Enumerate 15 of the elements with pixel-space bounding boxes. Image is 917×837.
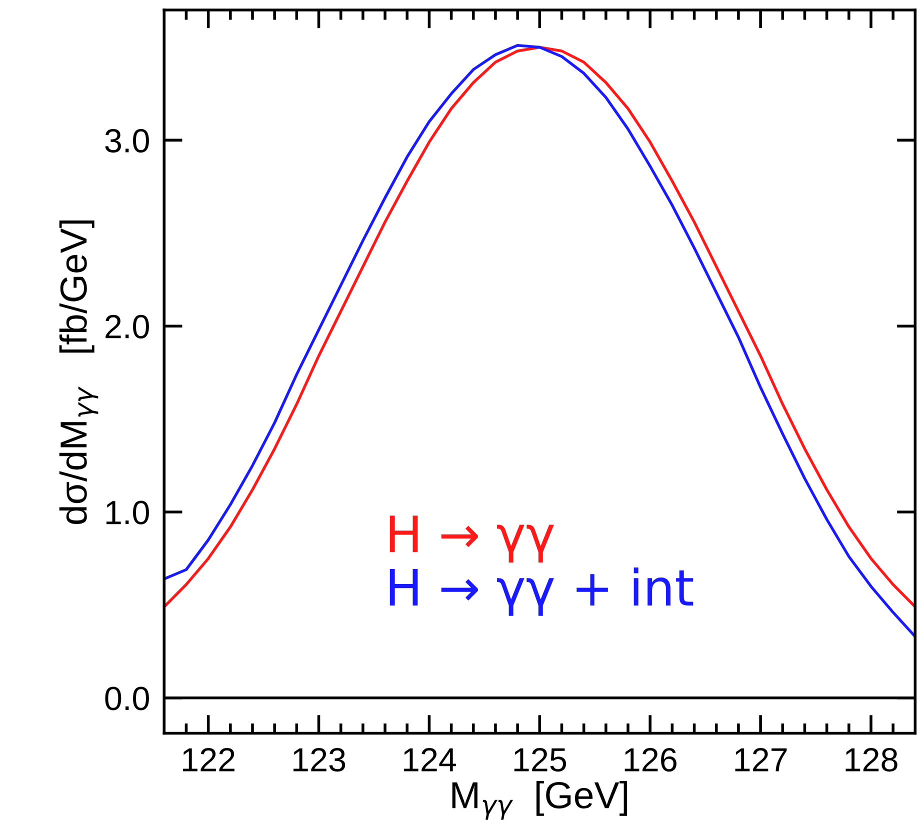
text: H → γγ <box>390 516 554 563</box>
x-tick-label: 126 <box>624 748 676 772</box>
text: dσ/dM$_{γγ}$ [fb/GeV] <box>59 220 98 524</box>
x-tick-label: 122 <box>183 748 234 772</box>
y-tick-label: 0.0 <box>105 686 149 710</box>
x-tick-label: 125 <box>514 748 566 772</box>
y-tick-label: 3.0 <box>105 128 149 153</box>
y-tick-label: 2.0 <box>106 314 149 338</box>
x-axis-title: M$_{γγ}$ [GeV] <box>452 780 628 820</box>
x-tick-label: 127 <box>735 748 787 772</box>
y-tick-label: 1.0 <box>106 500 149 524</box>
x-tick-label: 124 <box>404 748 456 772</box>
x-tick-label: 128 <box>846 748 898 772</box>
x-tick-label: 123 <box>294 748 346 772</box>
text: H → γγ + int <box>390 568 694 616</box>
